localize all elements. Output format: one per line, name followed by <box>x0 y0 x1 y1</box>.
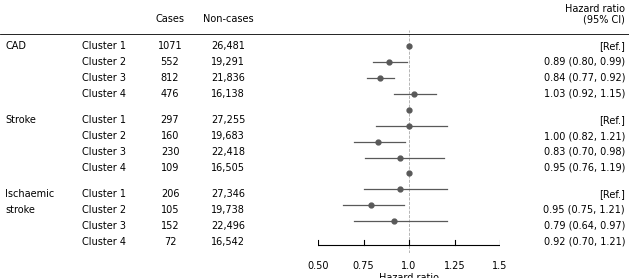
Text: Cluster 3: Cluster 3 <box>82 147 126 157</box>
Text: Cluster 2: Cluster 2 <box>82 205 126 215</box>
Text: Cluster 4: Cluster 4 <box>82 163 126 173</box>
Text: 1071: 1071 <box>158 41 182 51</box>
Text: 1.0: 1.0 <box>401 261 416 271</box>
Text: 1.00 (0.82, 1.21): 1.00 (0.82, 1.21) <box>543 131 625 141</box>
Text: Cases: Cases <box>155 14 184 24</box>
Text: 27,255: 27,255 <box>211 115 245 125</box>
Text: 0.83 (0.70, 0.98): 0.83 (0.70, 0.98) <box>543 147 625 157</box>
Text: 206: 206 <box>161 189 179 199</box>
Text: 476: 476 <box>161 89 179 99</box>
Text: [Ref.]: [Ref.] <box>599 115 625 125</box>
Text: [Ref.]: [Ref.] <box>599 189 625 199</box>
Text: 105: 105 <box>161 205 179 215</box>
Text: 1.25: 1.25 <box>443 261 465 271</box>
Text: Cluster 4: Cluster 4 <box>82 89 126 99</box>
Text: 22,418: 22,418 <box>211 147 245 157</box>
Text: 0.75: 0.75 <box>353 261 374 271</box>
Text: 0.95 (0.75, 1.21): 0.95 (0.75, 1.21) <box>543 205 625 215</box>
Text: stroke: stroke <box>5 205 35 215</box>
Text: [Ref.]: [Ref.] <box>599 41 625 51</box>
Text: Cluster 2: Cluster 2 <box>82 57 126 67</box>
Text: 0.79 (0.64, 0.97): 0.79 (0.64, 0.97) <box>543 221 625 231</box>
Text: Stroke: Stroke <box>5 115 36 125</box>
Text: Ischaemic: Ischaemic <box>5 189 54 199</box>
Text: 72: 72 <box>164 237 176 247</box>
Text: 26,481: 26,481 <box>211 41 245 51</box>
Text: 0.92 (0.70, 1.21): 0.92 (0.70, 1.21) <box>543 237 625 247</box>
Text: 160: 160 <box>161 131 179 141</box>
Text: 0.84 (0.77, 0.92): 0.84 (0.77, 0.92) <box>543 73 625 83</box>
Text: 1.5: 1.5 <box>493 261 508 271</box>
Text: CAD: CAD <box>5 41 26 51</box>
Text: Hazard ratio: Hazard ratio <box>379 273 439 278</box>
Text: 297: 297 <box>160 115 179 125</box>
Text: Cluster 4: Cluster 4 <box>82 237 126 247</box>
Text: 27,346: 27,346 <box>211 189 245 199</box>
Text: (95% CI): (95% CI) <box>583 14 625 24</box>
Text: 109: 109 <box>161 163 179 173</box>
Text: Cluster 3: Cluster 3 <box>82 73 126 83</box>
Text: 16,505: 16,505 <box>211 163 245 173</box>
Text: 152: 152 <box>160 221 179 231</box>
Text: Hazard ratio: Hazard ratio <box>565 4 625 14</box>
Text: Cluster 1: Cluster 1 <box>82 41 126 51</box>
Text: 21,836: 21,836 <box>211 73 245 83</box>
Text: Cluster 1: Cluster 1 <box>82 189 126 199</box>
Text: Non-cases: Non-cases <box>203 14 253 24</box>
Text: Cluster 1: Cluster 1 <box>82 115 126 125</box>
Text: Cluster 2: Cluster 2 <box>82 131 126 141</box>
Text: 16,542: 16,542 <box>211 237 245 247</box>
Text: 552: 552 <box>160 57 179 67</box>
Text: 19,738: 19,738 <box>211 205 245 215</box>
Text: 0.95 (0.76, 1.19): 0.95 (0.76, 1.19) <box>543 163 625 173</box>
Text: 19,683: 19,683 <box>211 131 245 141</box>
Text: Cluster 3: Cluster 3 <box>82 221 126 231</box>
Text: 812: 812 <box>161 73 179 83</box>
Text: 19,291: 19,291 <box>211 57 245 67</box>
Text: 1.03 (0.92, 1.15): 1.03 (0.92, 1.15) <box>543 89 625 99</box>
Text: 16,138: 16,138 <box>211 89 245 99</box>
Text: 22,496: 22,496 <box>211 221 245 231</box>
Text: 0.89 (0.80, 0.99): 0.89 (0.80, 0.99) <box>544 57 625 67</box>
Text: 230: 230 <box>161 147 179 157</box>
Text: 0.50: 0.50 <box>307 261 329 271</box>
